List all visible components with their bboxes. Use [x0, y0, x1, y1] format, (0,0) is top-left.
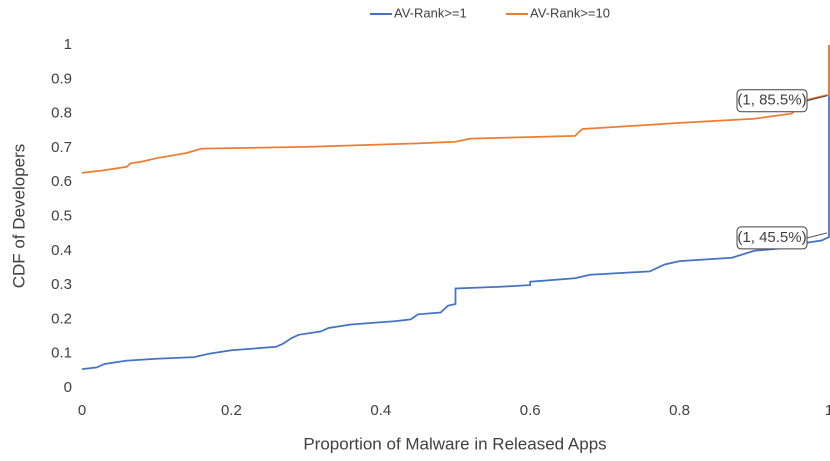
legend-label: AV-Rank>=10 [530, 5, 610, 20]
y-tick-label: 0.1 [51, 345, 72, 362]
y-tick-label: 0.9 [51, 70, 72, 87]
annotation-text: (1, 85.5%) [737, 92, 806, 109]
series-line [81, 45, 830, 174]
annotation-arrow [806, 232, 828, 239]
y-tick-label: 0.2 [51, 310, 72, 327]
y-tick-label: 0.6 [51, 173, 72, 190]
annotation-text: (1, 45.5%) [737, 229, 806, 246]
legend-label: AV-Rank>=1 [394, 5, 467, 20]
y-axis-label: CDF of Developers [9, 144, 28, 289]
y-tick-label: 0.5 [51, 207, 72, 224]
y-tick-label: 0.4 [51, 242, 72, 259]
x-axis-label: Proportion of Malware in Released Apps [303, 434, 606, 453]
x-tick-label: 0.2 [221, 402, 242, 419]
x-tick-label: 0.4 [370, 402, 391, 419]
x-tick-label: 1 [825, 402, 830, 419]
y-tick-label: 1 [64, 36, 72, 53]
y-tick-label: 0 [64, 379, 72, 396]
x-tick-label: 0 [78, 402, 86, 419]
annotation-arrow [806, 95, 828, 102]
y-tick-label: 0.3 [51, 276, 72, 293]
x-tick-label: 0.6 [520, 402, 541, 419]
y-tick-label: 0.7 [51, 139, 72, 156]
series-line [81, 45, 830, 370]
x-tick-label: 0.8 [669, 402, 690, 419]
y-tick-label: 0.8 [51, 105, 72, 122]
